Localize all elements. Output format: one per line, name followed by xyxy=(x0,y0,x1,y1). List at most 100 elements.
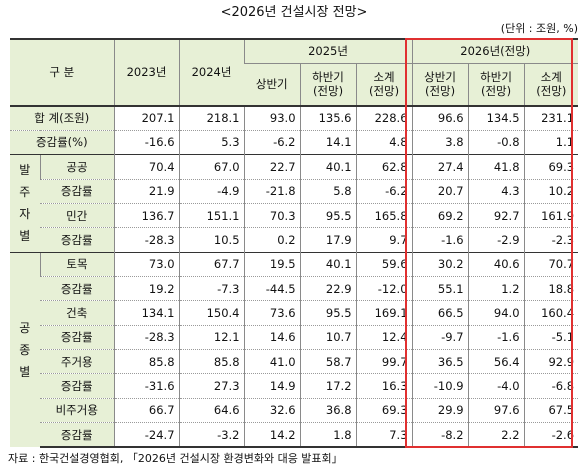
header-2023: 2023년 xyxy=(113,38,180,106)
cell: 1.2 xyxy=(467,275,525,301)
header-2026-sub: 소계 (전망) xyxy=(523,62,579,106)
table-row: 비주거용 66.7 64.6 32.6 36.8 69.3 29.9 97.6 67.5 xyxy=(10,397,579,423)
cell: 4.8 xyxy=(355,129,413,155)
cell: 69.3 xyxy=(523,154,579,180)
cell: 9.7 xyxy=(355,227,413,253)
header-2025-sub: 소계 (전망) xyxy=(355,62,413,106)
cell: -21.8 xyxy=(243,178,301,204)
cell: 27.4 xyxy=(411,154,469,180)
cell: 150.4 xyxy=(178,300,245,326)
cell: 85.8 xyxy=(113,349,180,374)
cell: 55.1 xyxy=(411,275,469,301)
cell: 30.2 xyxy=(411,251,469,277)
row-label: 증감률 xyxy=(40,275,115,301)
cell: 19.5 xyxy=(243,251,301,277)
cell: 10.5 xyxy=(178,227,245,253)
group-label-char: 공 xyxy=(19,320,31,335)
cell: 67.5 xyxy=(523,397,579,423)
cell: -6.8 xyxy=(523,373,579,399)
cell: 94.0 xyxy=(467,300,525,326)
header-2024: 2024년 xyxy=(178,38,245,106)
cell: 36.8 xyxy=(299,397,357,423)
table-row: 공 종 별 토목 73.0 67.7 19.5 40.1 59.6 30.2 40.6 70.7 xyxy=(10,251,579,447)
cell: -44.5 xyxy=(243,275,301,301)
cell: 1.8 xyxy=(299,422,357,449)
cell: 17.9 xyxy=(299,227,357,253)
group-label-char: 자 xyxy=(19,207,31,222)
cell: 135.6 xyxy=(299,104,357,131)
cell: 56.4 xyxy=(467,349,525,374)
cell: 136.7 xyxy=(113,202,180,228)
cell: -1.6 xyxy=(411,227,469,253)
table-row: 증감률 21.9 -4.9 -21.8 5.8 -6.2 20.7 4.3 10.2 xyxy=(10,178,579,204)
cell: -31.6 xyxy=(113,373,180,399)
cell: 4.3 xyxy=(467,178,525,204)
cell: 97.6 xyxy=(467,397,525,423)
cell: 161.9 xyxy=(523,202,579,228)
header-row-2: 상반기 하반기 (전망) 소계 (전망) 상반기 (전망) 하반기 (전망) 소계 (전망… xyxy=(10,62,579,106)
row-label: 비주거용 xyxy=(40,397,115,423)
cell: 64.6 xyxy=(178,397,245,423)
cell: 160.4 xyxy=(523,300,579,326)
cell: 40.1 xyxy=(299,251,357,277)
cell: 92.9 xyxy=(523,349,579,374)
group-label-char: 주 xyxy=(19,185,31,200)
cell: 12.1 xyxy=(178,324,245,350)
group-label-char: 발 xyxy=(19,163,31,178)
cell: -16.6 xyxy=(113,129,180,155)
cell: 69.2 xyxy=(411,202,469,228)
cell: 10.2 xyxy=(523,178,579,204)
cell: -0.8 xyxy=(467,129,525,155)
table-row: 증감률 -31.6 27.3 14.9 17.2 16.3 -10.9 -4.0 -6.8 xyxy=(10,373,579,399)
cell: 19.2 xyxy=(113,275,180,301)
cell: 14.1 xyxy=(299,129,357,155)
page-title: <2026년 건설시장 전망> xyxy=(220,5,368,20)
total-rate-label: 증감률(%) xyxy=(10,129,115,155)
cell: 69.3 xyxy=(355,397,413,423)
cell: 95.5 xyxy=(299,300,357,326)
header-2026: 2026년(전망) xyxy=(411,37,579,64)
cell: 85.8 xyxy=(178,349,245,374)
cell: 134.5 xyxy=(467,104,525,131)
row-label: 증감률 xyxy=(40,178,115,204)
cell: 70.3 xyxy=(243,202,301,228)
cell: 12.4 xyxy=(355,324,413,350)
cell: 218.1 xyxy=(178,104,245,131)
cell: 231.1 xyxy=(523,104,579,131)
row-label: 건축 xyxy=(40,300,115,326)
cell: 207.1 xyxy=(113,104,180,131)
cell: 67.0 xyxy=(178,154,245,180)
header-2026-h2: 하반기 (전망) xyxy=(467,62,525,106)
cell: -5.1 xyxy=(523,324,579,350)
cell: 96.6 xyxy=(411,104,469,131)
cell: 228.6 xyxy=(355,104,413,131)
cell: 73.6 xyxy=(243,300,301,326)
header-row-1: 구 분 2023년 2024년 2025년 2026년(전망) xyxy=(10,37,579,106)
cell: -2.3 xyxy=(523,227,579,253)
cell: 29.9 xyxy=(411,397,469,423)
cell: 66.5 xyxy=(411,300,469,326)
cell: 151.1 xyxy=(178,202,245,228)
cell: 93.0 xyxy=(243,104,301,131)
cell: 21.9 xyxy=(113,178,180,204)
cell: 62.8 xyxy=(355,154,413,180)
cell: 40.1 xyxy=(299,154,357,180)
group-label-char: 별 xyxy=(19,364,31,379)
cell: 70.7 xyxy=(523,251,579,277)
header-gubun: 구 분 xyxy=(10,38,115,106)
cell: -1.6 xyxy=(467,324,525,350)
cell: -3.2 xyxy=(178,422,245,449)
row-label: 토목 xyxy=(39,251,115,277)
table-row: 증감률 -28.3 10.5 0.2 17.9 9.7 -1.6 -2.9 -2.3 xyxy=(10,227,579,253)
cell: 5.3 xyxy=(178,129,245,155)
cell: -28.3 xyxy=(113,324,180,350)
cell: 1.1 xyxy=(523,129,579,155)
cell: 0.2 xyxy=(243,227,301,253)
cell: 70.4 xyxy=(113,154,180,180)
cell: 14.2 xyxy=(243,422,301,449)
cell: -4.9 xyxy=(178,178,245,204)
unit-note: (단위 : 조원, %) xyxy=(500,22,578,35)
cell: 5.8 xyxy=(299,178,357,204)
table-row: 발 주 자 별 공공 70.4 67.0 22.7 40.1 62.8 27.4 41.8 69.3 xyxy=(10,154,579,253)
